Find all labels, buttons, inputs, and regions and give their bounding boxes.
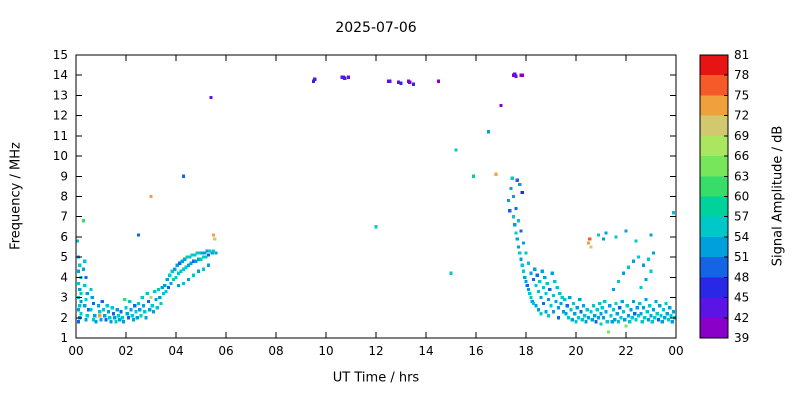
svg-text:66: 66 (734, 149, 749, 163)
x-axis-label: UT Time / hrs (332, 370, 420, 386)
svg-text:9: 9 (60, 169, 68, 183)
svg-text:06: 06 (218, 344, 233, 358)
y-axis-label: Frequency / MHz (8, 142, 24, 250)
svg-text:11: 11 (53, 129, 68, 143)
svg-text:13: 13 (53, 88, 68, 102)
svg-text:14: 14 (418, 344, 433, 358)
svg-text:08: 08 (268, 344, 283, 358)
svg-text:48: 48 (734, 270, 749, 284)
svg-text:10: 10 (53, 149, 68, 163)
svg-text:14: 14 (53, 68, 68, 82)
svg-text:15: 15 (53, 48, 68, 62)
svg-text:16: 16 (468, 344, 483, 358)
svg-text:78: 78 (734, 68, 749, 82)
svg-text:18: 18 (518, 344, 533, 358)
svg-text:75: 75 (734, 88, 749, 102)
svg-text:04: 04 (168, 344, 183, 358)
svg-text:51: 51 (734, 250, 749, 264)
svg-text:7: 7 (60, 210, 68, 224)
svg-text:22: 22 (618, 344, 633, 358)
svg-text:12: 12 (53, 109, 68, 123)
svg-text:39: 39 (734, 331, 749, 345)
svg-text:00: 00 (668, 344, 683, 358)
svg-text:54: 54 (734, 230, 749, 244)
svg-text:00: 00 (68, 344, 83, 358)
svg-text:45: 45 (734, 291, 749, 305)
svg-text:63: 63 (734, 169, 749, 183)
svg-text:81: 81 (734, 48, 749, 62)
svg-text:20: 20 (568, 344, 583, 358)
colorbar-label: Signal Amplitude / dB (770, 125, 786, 267)
svg-text:8: 8 (60, 190, 68, 204)
svg-text:4: 4 (60, 270, 68, 284)
svg-text:57: 57 (734, 210, 749, 224)
svg-text:2: 2 (60, 311, 68, 325)
svg-text:42: 42 (734, 311, 749, 325)
svg-text:10: 10 (318, 344, 333, 358)
svg-text:12: 12 (368, 344, 383, 358)
svg-text:5: 5 (60, 250, 68, 264)
svg-text:3: 3 (60, 291, 68, 305)
svg-text:69: 69 (734, 129, 749, 143)
svg-text:72: 72 (734, 109, 749, 123)
svg-text:60: 60 (734, 190, 749, 204)
svg-text:6: 6 (60, 230, 68, 244)
chart-title: 2025-07-06 (335, 20, 417, 36)
svg-text:1: 1 (60, 331, 68, 345)
svg-text:02: 02 (118, 344, 133, 358)
